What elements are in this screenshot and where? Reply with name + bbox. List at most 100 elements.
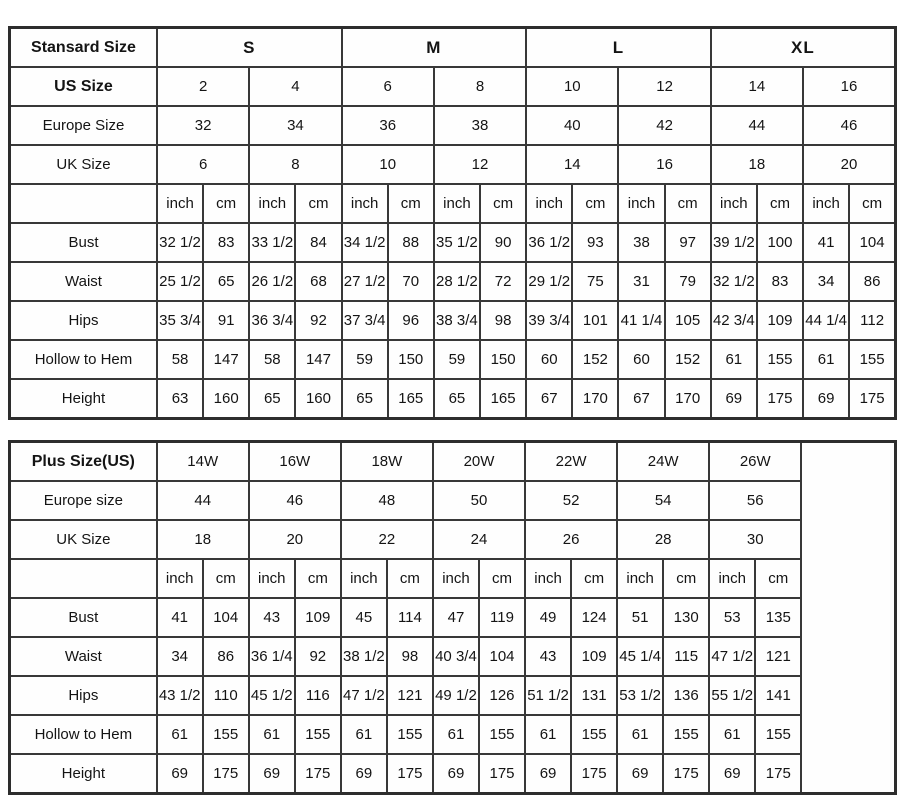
size-value-cell: cm bbox=[477, 558, 527, 599]
size-value-cell: 155 bbox=[662, 714, 711, 755]
size-value-cell: 68 bbox=[294, 261, 343, 302]
size-value-cell: 45 bbox=[339, 597, 388, 638]
size-group-s: S bbox=[155, 26, 343, 68]
size-value-cell: cm bbox=[202, 183, 251, 224]
size-value-cell: 175 bbox=[477, 753, 527, 795]
size-value-cell: 51 bbox=[616, 597, 665, 638]
size-value-cell: cm bbox=[755, 183, 805, 224]
size-value-cell: 46 bbox=[802, 105, 897, 146]
size-value-cell: 35 3/4 bbox=[155, 300, 205, 341]
size-value-cell: cm bbox=[201, 558, 250, 599]
row-label-height: Height bbox=[8, 753, 158, 795]
size-group-l: L bbox=[525, 26, 712, 68]
table-row: Plus Size(US) 14W 16W 18W 20W 22W 24W 26W bbox=[8, 440, 897, 795]
size-value-cell: 4 bbox=[248, 66, 343, 107]
size-value-cell: 36 1/4 bbox=[247, 636, 296, 677]
size-value-cell: 104 bbox=[201, 597, 250, 638]
size-value-cell: 165 bbox=[386, 378, 435, 420]
size-value-cell: 20W bbox=[431, 440, 527, 482]
size-value-cell: 69 bbox=[708, 753, 757, 795]
size-value-cell: 100 bbox=[755, 222, 805, 263]
size-value-cell: 47 1/2 bbox=[708, 636, 757, 677]
size-value-cell: 160 bbox=[294, 378, 343, 420]
size-value-cell: 119 bbox=[477, 597, 527, 638]
size-value-cell: 53 bbox=[708, 597, 757, 638]
size-value-cell: 110 bbox=[201, 675, 250, 716]
size-value-cell: 22 bbox=[339, 519, 434, 560]
size-value-cell: 75 bbox=[571, 261, 620, 302]
size-value-cell: 24 bbox=[431, 519, 527, 560]
size-value-cell: 69 bbox=[709, 378, 758, 420]
size-value-cell: 60 bbox=[617, 339, 666, 380]
size-value-cell: inch bbox=[617, 183, 666, 224]
size-value-cell: 2 bbox=[155, 66, 251, 107]
table-row: Hips 43 1/2 110 45 1/2 116 47 1/2 121 49 1/2 126… bbox=[8, 675, 896, 716]
size-value-cell: 55 1/2 bbox=[708, 675, 757, 716]
row-label-hips: Hips bbox=[8, 300, 158, 341]
size-value-cell: cm bbox=[754, 558, 803, 599]
size-value-cell: 96 bbox=[386, 300, 435, 341]
size-value-cell: 33 1/2 bbox=[248, 222, 297, 263]
size-value-cell: 114 bbox=[385, 597, 434, 638]
plus-size-table: Plus Size(US) 14W 16W 18W 20W 22W 24W 26W Europe… bbox=[8, 440, 897, 795]
size-value-cell: 98 bbox=[385, 636, 434, 677]
size-value-cell: 69 bbox=[339, 753, 388, 795]
size-value-cell: 61 bbox=[247, 714, 296, 755]
size-value-cell: 14W bbox=[155, 440, 250, 482]
row-label-uk-size: UK Size bbox=[8, 144, 158, 185]
unit-row-spacer bbox=[8, 558, 158, 599]
row-label-hollow-to-hem: Hollow to Hem bbox=[8, 339, 158, 380]
table-row: Stansard Size S M L XL bbox=[8, 26, 897, 68]
size-value-cell: 61 bbox=[155, 714, 204, 755]
size-value-cell: 61 bbox=[339, 714, 388, 755]
size-value-cell: 109 bbox=[755, 300, 805, 341]
size-value-cell: inch bbox=[525, 183, 574, 224]
size-value-cell: 43 1/2 bbox=[155, 675, 204, 716]
size-value-cell: 32 1/2 bbox=[155, 222, 205, 263]
size-value-cell: 60 bbox=[525, 339, 574, 380]
size-value-cell: 63 bbox=[155, 378, 205, 420]
size-value-cell: 39 3/4 bbox=[525, 300, 574, 341]
size-value-cell: 51 1/2 bbox=[524, 675, 573, 716]
size-value-cell: 39 1/2 bbox=[709, 222, 758, 263]
table-row: Hollow to Hem 61 155 61 155 61 155 61 155 61 155 61… bbox=[8, 714, 896, 755]
size-value-cell: 86 bbox=[848, 261, 897, 302]
size-value-cell: 69 bbox=[247, 753, 296, 795]
size-value-cell: 175 bbox=[755, 378, 805, 420]
size-value-cell: 135 bbox=[754, 597, 803, 638]
size-value-cell: 92 bbox=[293, 636, 342, 677]
size-value-cell: 88 bbox=[386, 222, 435, 263]
size-value-cell: 70 bbox=[386, 261, 435, 302]
size-value-cell: 16W bbox=[247, 440, 342, 482]
size-value-cell: 65 bbox=[432, 378, 481, 420]
size-value-cell: 43 bbox=[247, 597, 296, 638]
size-value-cell: 26 bbox=[524, 519, 619, 560]
size-value-cell: 41 bbox=[802, 222, 851, 263]
size-value-cell: cm bbox=[663, 183, 712, 224]
size-value-cell: 116 bbox=[293, 675, 342, 716]
size-value-cell: 97 bbox=[663, 222, 712, 263]
size-value-cell: 130 bbox=[662, 597, 711, 638]
size-value-cell: 14 bbox=[525, 144, 620, 185]
size-value-cell: cm bbox=[848, 183, 897, 224]
size-value-cell: 121 bbox=[385, 675, 434, 716]
size-value-cell: 16 bbox=[802, 66, 897, 107]
size-value-cell: cm bbox=[294, 183, 343, 224]
table-row: UK Size 18 20 22 24 26 28 30 bbox=[8, 519, 896, 560]
size-value-cell: 72 bbox=[478, 261, 528, 302]
table-row: US Size 2 4 6 8 10 12 14 16 bbox=[8, 66, 897, 107]
size-value-cell: 34 1/2 bbox=[340, 222, 389, 263]
size-value-cell: 58 bbox=[248, 339, 297, 380]
size-value-cell: 170 bbox=[571, 378, 620, 420]
size-value-cell: 32 bbox=[155, 105, 251, 146]
size-value-cell: 42 bbox=[617, 105, 712, 146]
size-value-cell: 48 bbox=[339, 480, 434, 521]
size-value-cell: 175 bbox=[848, 378, 897, 420]
size-value-cell: 79 bbox=[663, 261, 712, 302]
size-value-cell: 61 bbox=[431, 714, 480, 755]
size-value-cell: 91 bbox=[202, 300, 251, 341]
size-value-cell: 165 bbox=[478, 378, 528, 420]
size-value-cell: 170 bbox=[663, 378, 712, 420]
size-value-cell: cm bbox=[385, 558, 434, 599]
size-value-cell: 147 bbox=[294, 339, 343, 380]
